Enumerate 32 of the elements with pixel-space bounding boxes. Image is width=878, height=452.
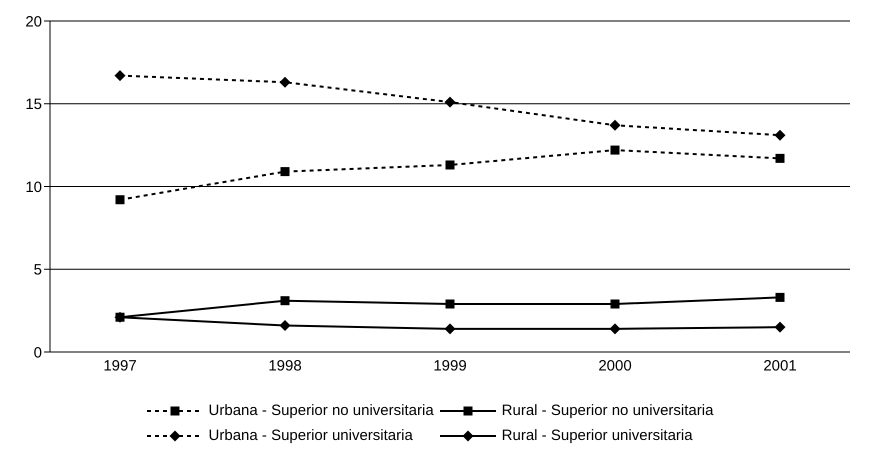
- y-tick-label: 5: [34, 262, 42, 279]
- y-tick-label: 10: [25, 178, 42, 196]
- legend-label: Urbana - Superior no universitaria: [208, 402, 434, 419]
- point: [280, 320, 290, 332]
- point: [444, 96, 456, 108]
- point: [444, 323, 456, 334]
- x-tick-label: 2000: [598, 358, 632, 375]
- point: [610, 120, 620, 131]
- legend-label: Rural - Superior no universitaria: [502, 402, 714, 419]
- y-tick-label: 0: [34, 344, 42, 362]
- legend-label: Urbana - Superior universitaria: [208, 427, 413, 444]
- x-tick-label: 1997: [103, 358, 137, 375]
- point: [280, 296, 290, 306]
- point: [776, 154, 784, 163]
- x-tick-label: 2001: [763, 358, 797, 375]
- x-tick-label: 1999: [433, 358, 467, 375]
- point: [774, 322, 786, 333]
- point: [280, 76, 290, 88]
- x-tick-label: 1998: [268, 358, 302, 375]
- point: [114, 70, 126, 82]
- point: [610, 300, 620, 309]
- point: [774, 130, 786, 141]
- point: [280, 167, 290, 176]
- legend-label: Rural - Superior universitaria: [502, 427, 693, 444]
- point: [116, 195, 124, 204]
- point: [776, 292, 784, 302]
- y-tick-label: 15: [25, 96, 42, 114]
- point: [446, 160, 454, 170]
- point: [610, 323, 620, 334]
- point: [610, 146, 620, 155]
- y-tick-label: 20: [25, 13, 42, 30]
- point: [446, 300, 454, 309]
